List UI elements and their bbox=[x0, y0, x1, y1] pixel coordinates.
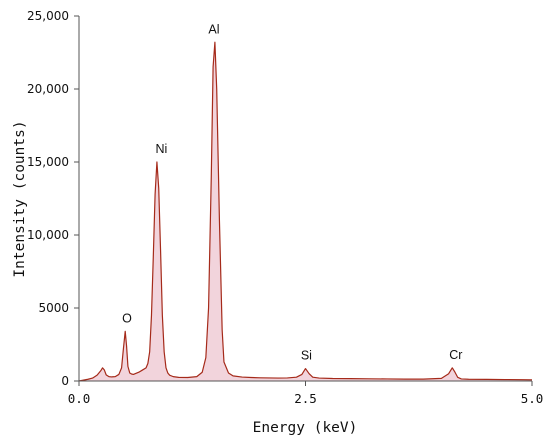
peak-label-si: Si bbox=[301, 349, 312, 363]
y-tick-label: 10,000 bbox=[27, 228, 69, 242]
y-tick-label: 25,000 bbox=[27, 9, 69, 23]
y-tick-label: 20,000 bbox=[27, 82, 69, 96]
y-tick-label: 0 bbox=[61, 374, 69, 388]
series-0-fill bbox=[79, 42, 532, 381]
series-0-line bbox=[78, 41, 533, 382]
peak-label-al: Al bbox=[208, 22, 219, 36]
y-tick-label: 15,000 bbox=[27, 155, 69, 169]
peak-label-o: O bbox=[122, 311, 132, 325]
y-tick-label: 5000 bbox=[38, 301, 69, 315]
x-axis-title: Energy (keV) bbox=[253, 420, 358, 436]
x-tick-label: 2.5 bbox=[294, 391, 317, 406]
peak-label-ni: Ni bbox=[156, 142, 168, 156]
y-axis-title: Intensity (counts) bbox=[12, 120, 28, 277]
peak-label-cr: Cr bbox=[449, 348, 462, 362]
x-tick-label: 0.0 bbox=[68, 391, 91, 406]
x-tick-label: 5.0 bbox=[521, 391, 544, 406]
peak-labels-layer: O Ni Al Si Cr bbox=[122, 22, 462, 362]
axes-layer bbox=[78, 16, 532, 382]
ticks-layer: 0 5000 10,000 15,000 20,000 25,000 0.0 2.5 5.0 bbox=[27, 9, 543, 406]
plot-layer bbox=[78, 41, 533, 382]
